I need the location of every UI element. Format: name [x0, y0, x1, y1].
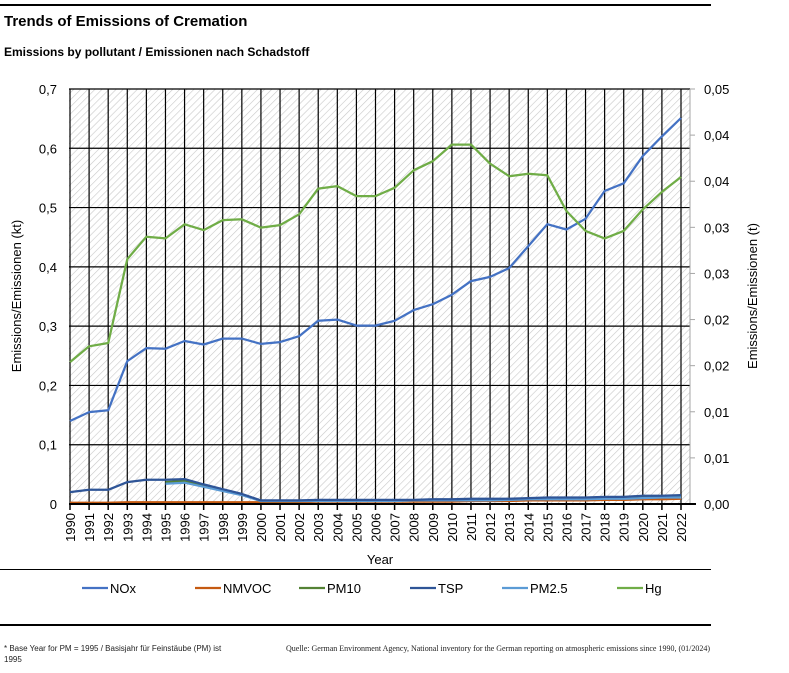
x-tick-label: 1995 [158, 513, 173, 542]
legend-item-tsp: TSP [410, 581, 463, 596]
x-tick-label: 1993 [120, 513, 135, 542]
legend-item-hg: Hg [617, 581, 662, 596]
x-tick-label: 1994 [139, 513, 154, 542]
x-tick-label: 2015 [540, 513, 555, 542]
x-tick-label: 2017 [579, 513, 594, 542]
y-tick-label-left: 0 [50, 497, 57, 512]
series-line-hg [69, 143, 682, 363]
x-tick-label: 2002 [292, 513, 307, 542]
x-tick-label: 2003 [311, 513, 326, 542]
y-tick-label-left: 0,1 [39, 438, 57, 453]
y-tick-label-left: 0,3 [39, 319, 57, 334]
x-tick-label: 2004 [330, 513, 345, 542]
x-tick-label: 2010 [445, 513, 460, 542]
footnote-source: Quelle: German Environment Agency, Natio… [285, 644, 710, 653]
x-tick-label: 2022 [674, 513, 689, 542]
x-tick-label: 1990 [63, 513, 78, 542]
y-tick-label-left: 0,4 [39, 260, 57, 275]
legend-label: PM2.5 [530, 581, 568, 596]
x-tick-label: 2005 [349, 513, 364, 542]
y-tick-label-right: 0,02 [704, 359, 729, 374]
series-line-nox [69, 117, 682, 423]
x-tick-label: 2008 [407, 513, 422, 542]
x-tick-label: 2012 [483, 513, 498, 542]
x-tick-label: 2001 [273, 513, 288, 542]
legend-item-pm10: PM10 [299, 581, 361, 596]
legend-label: TSP [438, 581, 463, 596]
legend: NOx NMVOC PM10 TSP PM2.5 Hg [82, 581, 662, 596]
x-tick-labels: 1990 1991 1992 1993 1994 1995 1996 1997 1998 1999… [63, 513, 689, 542]
x-tick-label: 1999 [235, 513, 250, 542]
plot-area-background [69, 89, 690, 504]
series-layer [69, 117, 682, 504]
footer-rule [0, 624, 711, 626]
legend-item-nox: NOx [82, 581, 137, 596]
x-tick-label: 2016 [559, 513, 574, 542]
x-tick-label: 1997 [197, 513, 212, 542]
x-tick-label: 2006 [369, 513, 384, 542]
y-tick-label-right: 0,01 [704, 405, 729, 420]
legend-item-nmvoc: NMVOC [195, 581, 271, 596]
y-axis-title-right: Emissions/Emissionen (t) [745, 223, 760, 369]
x-tick-label: 2011 [464, 513, 479, 541]
x-tick-label: 2007 [388, 513, 403, 542]
y-tick-label-right: 0,02 [704, 313, 729, 328]
x-axis-title: Year [367, 552, 394, 567]
vertical-gridlines [69, 89, 682, 504]
chart-title: Trends of Emissions of Cremation [4, 13, 248, 30]
y-axis-title-left: Emissions/Emissionen (kt) [9, 220, 24, 372]
right-y-tick-labels: 0,00 0,01 0,01 0,02 0,02 0,03 0,03 0,04 0,04 0,05 [704, 82, 729, 512]
x-tick-label: 2019 [617, 513, 632, 542]
legend-label: NMVOC [223, 581, 271, 596]
y-tick-label-right: 0,04 [704, 174, 729, 189]
left-y-tick-labels: 0 0,1 0,2 0,3 0,4 0,5 0,6 0,7 [39, 82, 57, 512]
x-tick-label: 2020 [636, 513, 651, 542]
x-tick-label: 1996 [178, 513, 193, 542]
y-tick-label-left: 0,7 [39, 82, 57, 97]
x-tick-label: 2021 [655, 513, 670, 542]
legend-label: Hg [645, 581, 662, 596]
legend-rule [0, 569, 711, 570]
legend-item-pm25: PM2.5 [502, 581, 568, 596]
y-tick-label-right: 0,03 [704, 220, 729, 235]
x-tick-label: 2014 [521, 513, 536, 542]
x-tick-label: 1991 [82, 513, 97, 542]
y-tick-label-left: 0,2 [39, 378, 57, 393]
x-tick-label: 2009 [426, 513, 441, 542]
y-tick-label-right: 0,04 [704, 128, 729, 143]
y-tick-label-right: 0,01 [704, 451, 729, 466]
legend-label: PM10 [327, 581, 361, 596]
series-line-tsp [69, 477, 682, 502]
x-tick-label: 2018 [598, 513, 613, 542]
legend-label: NOx [110, 581, 137, 596]
y-tick-label-left: 0,5 [39, 201, 57, 216]
x-tick-label: 2000 [254, 513, 269, 542]
y-tick-label-right: 0,00 [704, 497, 729, 512]
chart-subtitle: Emissions by pollutant / Emissionen nach… [4, 45, 310, 59]
x-tick-label: 1998 [216, 513, 231, 542]
x-tick-label: 1992 [101, 513, 116, 542]
footnote-base-year: * Base Year for PM = 1995 / Basisjahr fü… [4, 644, 222, 664]
x-tick-label: 2013 [502, 513, 517, 542]
axes-layer [69, 88, 696, 510]
top-rule [0, 4, 711, 6]
y-tick-label-right: 0,03 [704, 266, 729, 281]
y-tick-label-left: 0,6 [39, 141, 57, 156]
y-tick-label-right: 0,05 [704, 82, 729, 97]
